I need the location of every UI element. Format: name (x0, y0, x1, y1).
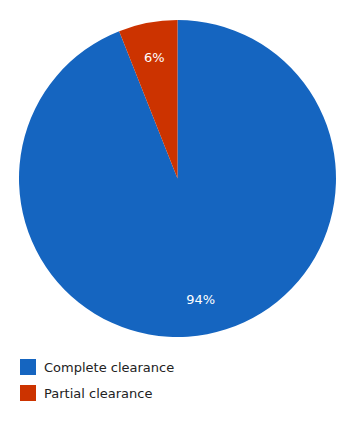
pie-slice (119, 20, 177, 179)
legend-swatch (20, 359, 36, 375)
pie (19, 20, 336, 337)
pie-slice (19, 20, 336, 337)
chart: 94% 6% Complete clearance Partial clearance (0, 0, 355, 429)
legend-item: Partial clearance (20, 385, 152, 401)
legend: Complete clearance Partial clearance (20, 359, 174, 401)
legend-item: Complete clearance (20, 359, 174, 375)
data-label: 94% (186, 292, 215, 307)
legend-swatch (20, 385, 36, 401)
data-label: 6% (144, 50, 165, 65)
legend-label: Partial clearance (44, 386, 152, 401)
legend-label: Complete clearance (44, 360, 174, 375)
data-labels: 94% 6% (144, 50, 215, 308)
